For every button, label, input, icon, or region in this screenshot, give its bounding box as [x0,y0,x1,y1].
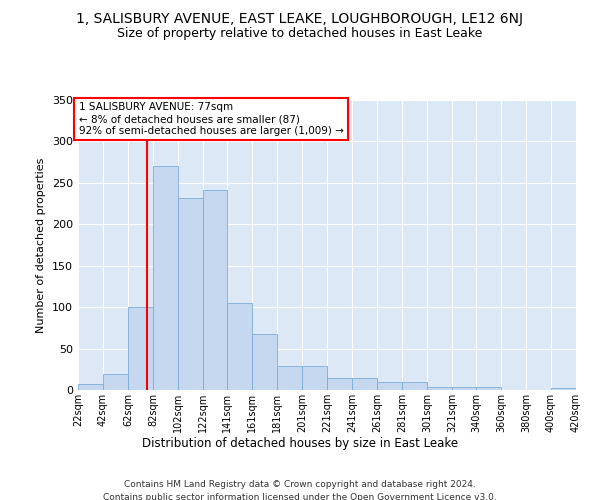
Bar [402,382,427,390]
Bar [153,166,178,390]
Text: Distribution of detached houses by size in East Leake: Distribution of detached houses by size … [142,438,458,450]
Bar [252,334,277,390]
Bar [327,378,352,390]
Bar [452,386,476,390]
Bar [377,382,402,390]
Bar [427,386,452,390]
Bar [551,388,576,390]
Text: 1 SALISBURY AVENUE: 77sqm
← 8% of detached houses are smaller (87)
92% of semi-d: 1 SALISBURY AVENUE: 77sqm ← 8% of detach… [79,102,344,136]
Bar [178,198,203,390]
Text: Contains HM Land Registry data © Crown copyright and database right 2024.: Contains HM Land Registry data © Crown c… [124,480,476,489]
Text: Contains public sector information licensed under the Open Government Licence v3: Contains public sector information licen… [103,492,497,500]
Bar [78,384,103,390]
Text: Size of property relative to detached houses in East Leake: Size of property relative to detached ho… [118,28,482,40]
Bar [352,378,377,390]
Bar [277,366,302,390]
Bar [476,386,501,390]
Bar [203,190,227,390]
Y-axis label: Number of detached properties: Number of detached properties [37,158,46,332]
Bar [103,374,128,390]
Text: 1, SALISBURY AVENUE, EAST LEAKE, LOUGHBOROUGH, LE12 6NJ: 1, SALISBURY AVENUE, EAST LEAKE, LOUGHBO… [77,12,523,26]
Bar [227,303,252,390]
Bar [128,307,153,390]
Bar [302,366,327,390]
